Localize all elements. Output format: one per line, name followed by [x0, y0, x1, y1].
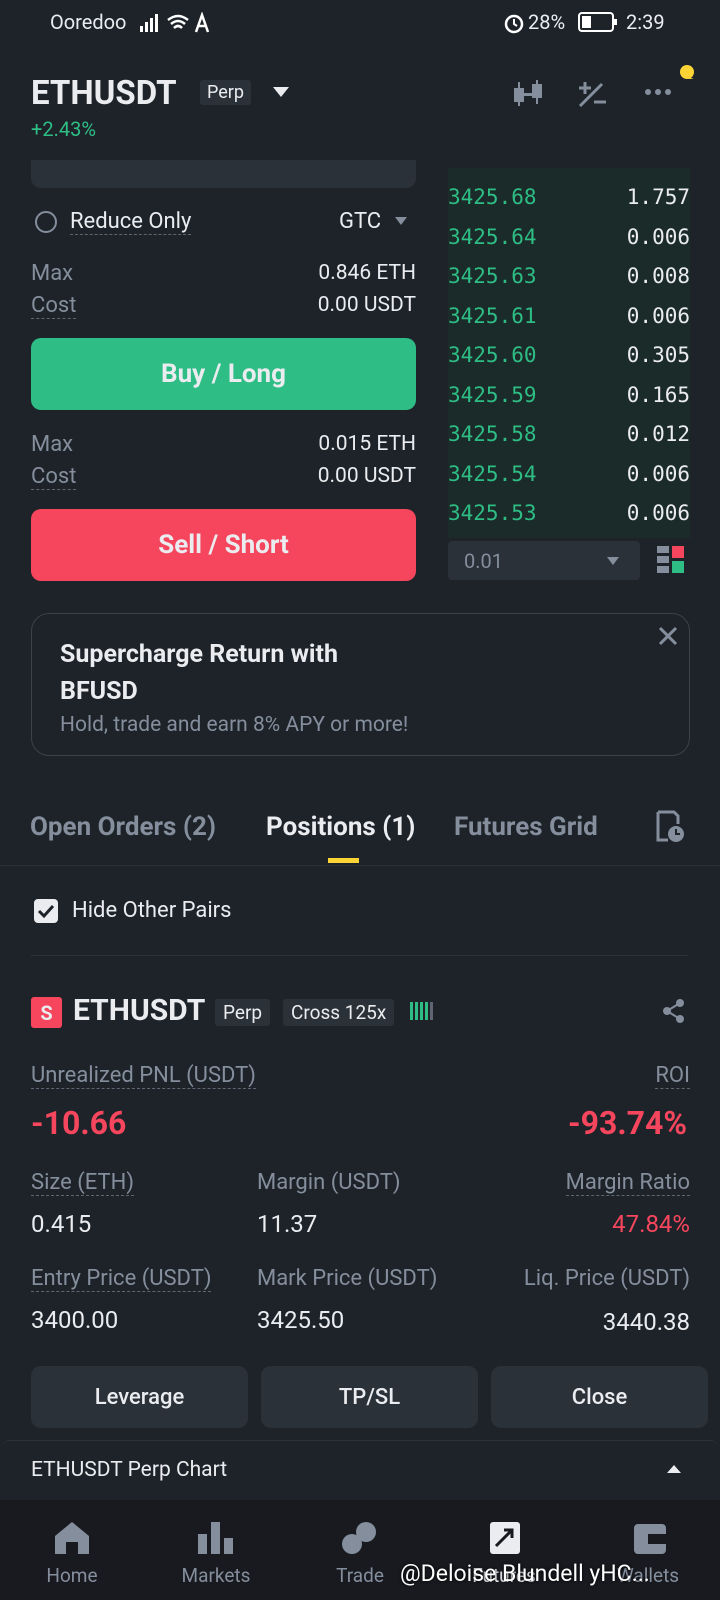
chart-bar-label[interactable]: ETHUSDT Perp Chart — [31, 1458, 228, 1482]
ask-price[interactable]: 3425.68 — [448, 185, 537, 209]
chart-expand[interactable] — [666, 1464, 682, 1474]
price-change: +2.43% — [31, 117, 96, 141]
status-icons — [140, 12, 210, 33]
margin-value: 11.37 — [257, 1210, 318, 1238]
liq-price-label: Liq. Price (USDT) — [523, 1266, 690, 1291]
max-value: 0.015 ETH — [318, 432, 416, 456]
margin-ratio-value: 47.84% — [612, 1210, 690, 1238]
pnl-value: -10.66 — [31, 1104, 127, 1142]
cost-value: 0.00 USDT — [317, 293, 416, 317]
leverage-button[interactable]: Leverage — [31, 1366, 248, 1428]
ask-qty[interactable]: 0.006 — [626, 224, 690, 249]
nav-item[interactable]: Trade — [336, 1564, 384, 1587]
symbol[interactable]: ETHUSDT — [31, 74, 177, 113]
ask-price[interactable]: 3425.64 — [448, 224, 537, 249]
ask-price[interactable]: 3425.54 — [448, 461, 537, 486]
max-label: Max — [31, 261, 74, 286]
ask-price[interactable]: 3425.53 — [448, 501, 537, 525]
header-actions[interactable] — [510, 78, 700, 110]
margin-ratio-label: Margin Ratio — [565, 1170, 690, 1196]
ask-qty[interactable]: 0.165 — [626, 382, 690, 407]
order-book: 3425.68 1.757 3425.64 0.006 3425.63 0.008 3425… — [448, 168, 690, 538]
cost-label: Cost — [31, 464, 77, 490]
pnl-label: Unrealized PNL (USDT) — [31, 1063, 256, 1089]
tab-indicator — [328, 858, 359, 863]
adl-indicator — [410, 1002, 433, 1020]
entry-price-value: 3400.00 — [31, 1306, 119, 1334]
precision-select[interactable] — [448, 541, 640, 580]
nav-icons — [55, 1522, 666, 1554]
tab[interactable]: Open Orders (2) — [30, 812, 216, 842]
ask-qty[interactable]: 0.012 — [626, 422, 690, 446]
ask-price[interactable]: 3425.58 — [448, 422, 537, 446]
cost-label: Cost — [31, 293, 77, 319]
hide-pairs-checkbox[interactable] — [34, 899, 58, 923]
chart-bar[interactable] — [0, 1440, 720, 1501]
book-layout-toggle[interactable] — [657, 546, 685, 574]
cost-value: 0.00 USDT — [317, 464, 416, 488]
margin-label: Margin (USDT) — [257, 1170, 401, 1195]
tab-active[interactable]: Positions (1) — [266, 812, 416, 842]
contract-badge: Perp — [200, 80, 251, 105]
promo-card[interactable] — [31, 613, 690, 756]
tpsl-button[interactable]: TP/SL — [261, 1366, 478, 1428]
carrier: Ooredoo — [50, 10, 127, 34]
symbol-dropdown[interactable] — [272, 86, 290, 98]
nav-item-active[interactable]: Futures — [472, 1564, 536, 1587]
ask-qty[interactable]: 0.008 — [626, 264, 690, 288]
reduce-only-label[interactable]: Reduce Only — [70, 209, 192, 235]
share-icon[interactable] — [662, 998, 686, 1024]
ask-price[interactable]: 3425.59 — [448, 382, 537, 407]
size-value: 0.415 — [31, 1210, 92, 1238]
battery-level: 28% — [528, 10, 566, 34]
ask-qty[interactable]: 0.006 — [626, 501, 690, 525]
tif-dropdown[interactable] — [394, 216, 408, 226]
nav-item[interactable]: Markets — [181, 1564, 251, 1587]
promo-title: Supercharge Return with BFUSD — [60, 640, 339, 706]
promo-close[interactable] — [658, 626, 678, 646]
clock: 2:39 — [626, 10, 665, 34]
divider — [0, 865, 720, 866]
tab[interactable]: Futures Grid — [454, 812, 598, 842]
divider — [31, 955, 688, 956]
ask-qty[interactable]: 0.006 — [626, 303, 690, 328]
hide-pairs-label[interactable]: Hide Other Pairs — [72, 898, 232, 923]
ask-price[interactable]: 3425.63 — [448, 264, 537, 288]
entry-price-label: Entry Price (USDT) — [31, 1266, 212, 1292]
max-value: 0.846 ETH — [318, 261, 416, 285]
mark-price-label: Mark Price (USDT) — [257, 1266, 438, 1291]
watermark: @Deloise Blundell yHC... — [400, 1560, 650, 1587]
precision-value[interactable]: 0.01 — [464, 549, 503, 573]
battery-icon — [578, 12, 617, 32]
time-in-force[interactable]: GTC — [339, 209, 382, 234]
nav-item[interactable]: Home — [46, 1564, 98, 1587]
input-field[interactable] — [31, 160, 416, 188]
size-label: Size (ETH) — [31, 1170, 135, 1196]
position-symbol[interactable]: ETHUSDT — [73, 993, 206, 1028]
close-button[interactable]: Close — [491, 1366, 708, 1428]
buy-button[interactable]: Buy / Long — [31, 338, 416, 410]
promo-subtitle: Hold, trade and earn 8% APY or more! — [60, 713, 409, 737]
ask-qty[interactable]: 1.757 — [626, 185, 690, 209]
ask-price[interactable]: 3425.61 — [448, 303, 537, 328]
reduce-only-radio[interactable] — [34, 210, 58, 234]
contract-badge: Perp — [215, 999, 271, 1026]
side-badge: S — [31, 997, 62, 1028]
roi-label: ROI — [655, 1063, 690, 1089]
max-label: Max — [31, 432, 74, 457]
notification-dot — [680, 65, 694, 79]
roi-value: -93.74% — [568, 1104, 687, 1142]
alarm-icon — [504, 14, 524, 34]
ask-qty[interactable]: 0.006 — [626, 461, 690, 486]
sell-button[interactable]: Sell / Short — [31, 509, 416, 581]
margin-mode-badge[interactable]: Cross 125x — [283, 999, 395, 1026]
nav-item[interactable]: Wallets — [616, 1564, 680, 1587]
liq-price-value: 3440.38 — [602, 1308, 690, 1336]
precision-dropdown[interactable] — [606, 556, 620, 566]
history-icon[interactable] — [654, 810, 686, 844]
mark-price-value: 3425.50 — [257, 1306, 345, 1334]
ask-qty[interactable]: 0.305 — [626, 343, 690, 367]
ask-price[interactable]: 3425.60 — [448, 343, 537, 367]
